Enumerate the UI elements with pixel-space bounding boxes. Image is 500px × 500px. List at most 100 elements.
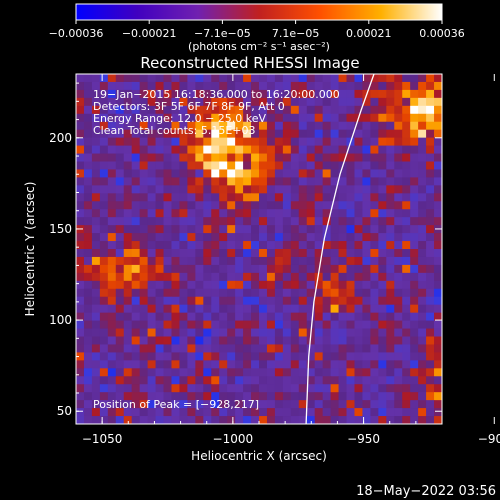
heatmap-cell bbox=[131, 320, 141, 329]
heatmap-cell bbox=[147, 225, 156, 234]
heatmap-cell bbox=[107, 384, 117, 393]
heatmap-cell bbox=[354, 74, 363, 83]
heatmap-cell bbox=[322, 296, 332, 306]
heatmap-cell bbox=[330, 304, 339, 314]
heatmap-cell bbox=[83, 137, 93, 146]
heatmap-cell bbox=[306, 280, 316, 290]
heatmap-cell bbox=[227, 368, 236, 377]
heatmap-cell bbox=[171, 344, 180, 353]
heatmap-cell bbox=[219, 185, 228, 194]
heatmap-cell bbox=[354, 384, 363, 393]
heatmap-cell bbox=[123, 201, 133, 210]
heatmap-cell bbox=[378, 368, 387, 377]
heatmap-cell bbox=[386, 360, 395, 369]
heatmap-cell bbox=[362, 392, 371, 401]
heatmap-cell bbox=[274, 89, 284, 99]
heatmap-cell bbox=[410, 81, 419, 91]
heatmap-cell bbox=[123, 392, 133, 401]
heatmap-cell bbox=[211, 177, 220, 186]
heatmap-cell bbox=[235, 320, 244, 329]
heatmap-cell bbox=[251, 169, 260, 178]
heatmap-cell bbox=[203, 137, 212, 146]
heatmap-cell bbox=[418, 169, 427, 178]
heatmap-cell bbox=[282, 185, 292, 194]
heatmap-cell bbox=[251, 105, 260, 115]
heatmap-cell bbox=[426, 201, 435, 210]
heatmap-cell bbox=[76, 169, 85, 178]
heatmap-cell bbox=[139, 137, 149, 146]
heatmap-cell bbox=[203, 249, 212, 258]
heatmap-cell bbox=[290, 360, 300, 369]
heatmap-cell bbox=[306, 352, 316, 361]
heatmap-cell bbox=[410, 320, 419, 329]
heatmap-cell bbox=[187, 193, 196, 202]
heatmap-cell bbox=[362, 280, 371, 290]
heatmap-cell bbox=[266, 416, 276, 424]
heatmap-cell bbox=[426, 74, 435, 83]
heatmap-cell bbox=[434, 336, 442, 345]
colorbar-tick-label: −0.00021 bbox=[122, 27, 177, 40]
heatmap-cell bbox=[370, 296, 379, 306]
heatmap-cell bbox=[410, 177, 419, 186]
heatmap-cell bbox=[195, 217, 204, 226]
heatmap-cell bbox=[426, 145, 435, 154]
heatmap-cell bbox=[282, 201, 292, 210]
heatmap-cell bbox=[259, 320, 268, 329]
heatmap-cell bbox=[91, 408, 101, 417]
heatmap-cell bbox=[187, 360, 196, 369]
heatmap-cell bbox=[402, 105, 411, 115]
heatmap-cell bbox=[282, 113, 292, 123]
heatmap-cell bbox=[211, 161, 220, 170]
heatmap-cell bbox=[290, 272, 300, 282]
heatmap-cell bbox=[314, 249, 324, 258]
heatmap-cell bbox=[211, 201, 220, 210]
heatmap-cell bbox=[203, 233, 212, 242]
heatmap-cell bbox=[314, 217, 324, 226]
heatmap-cell bbox=[274, 113, 284, 123]
heatmap-cell bbox=[99, 145, 109, 154]
heatmap-cell bbox=[219, 360, 228, 369]
heatmap-cell bbox=[378, 344, 387, 353]
heatmap-cell bbox=[251, 336, 260, 345]
heatmap-cell bbox=[434, 376, 442, 385]
heatmap-cell bbox=[259, 384, 268, 393]
heatmap-cell bbox=[314, 336, 324, 345]
heatmap-cell bbox=[131, 336, 141, 345]
heatmap-cell bbox=[394, 89, 403, 99]
heatmap-cell bbox=[298, 280, 308, 290]
heatmap-cell bbox=[107, 121, 117, 131]
heatmap-cell bbox=[290, 113, 300, 123]
heatmap-cell bbox=[362, 241, 371, 250]
heatmap-cell bbox=[99, 74, 109, 83]
heatmap-cell bbox=[338, 352, 347, 361]
heatmap-cell bbox=[330, 209, 339, 218]
heatmap-cell bbox=[171, 352, 180, 361]
heatmap-cell bbox=[251, 280, 260, 290]
heatmap-cell bbox=[76, 97, 85, 107]
heatmap-cell bbox=[386, 89, 395, 99]
heatmap-cell bbox=[378, 81, 387, 91]
heatmap-cell bbox=[83, 185, 93, 194]
heatmap-cell bbox=[147, 153, 156, 162]
heatmap-cell bbox=[203, 177, 212, 186]
heatmap-cell bbox=[115, 408, 125, 417]
heatmap-cell bbox=[274, 201, 284, 210]
heatmap-cell bbox=[266, 185, 276, 194]
heatmap-cell bbox=[251, 392, 260, 401]
heatmap-cell bbox=[410, 121, 419, 131]
heatmap-cell bbox=[99, 153, 109, 162]
heatmap-cell bbox=[346, 249, 355, 258]
heatmap-cell bbox=[282, 81, 292, 91]
heatmap-cell bbox=[131, 121, 141, 131]
heatmap-cell bbox=[426, 416, 435, 424]
heatmap-cell bbox=[99, 193, 109, 202]
heatmap-cell bbox=[91, 272, 101, 282]
x-tick-label: −1000 bbox=[213, 432, 254, 446]
heatmap-cell bbox=[338, 416, 347, 424]
heatmap-cell bbox=[155, 201, 164, 210]
heatmap-cell bbox=[378, 145, 387, 154]
heatmap-cell bbox=[76, 209, 85, 218]
heatmap-cell bbox=[322, 81, 332, 91]
heatmap-cell bbox=[298, 312, 308, 321]
heatmap-cell bbox=[298, 209, 308, 218]
